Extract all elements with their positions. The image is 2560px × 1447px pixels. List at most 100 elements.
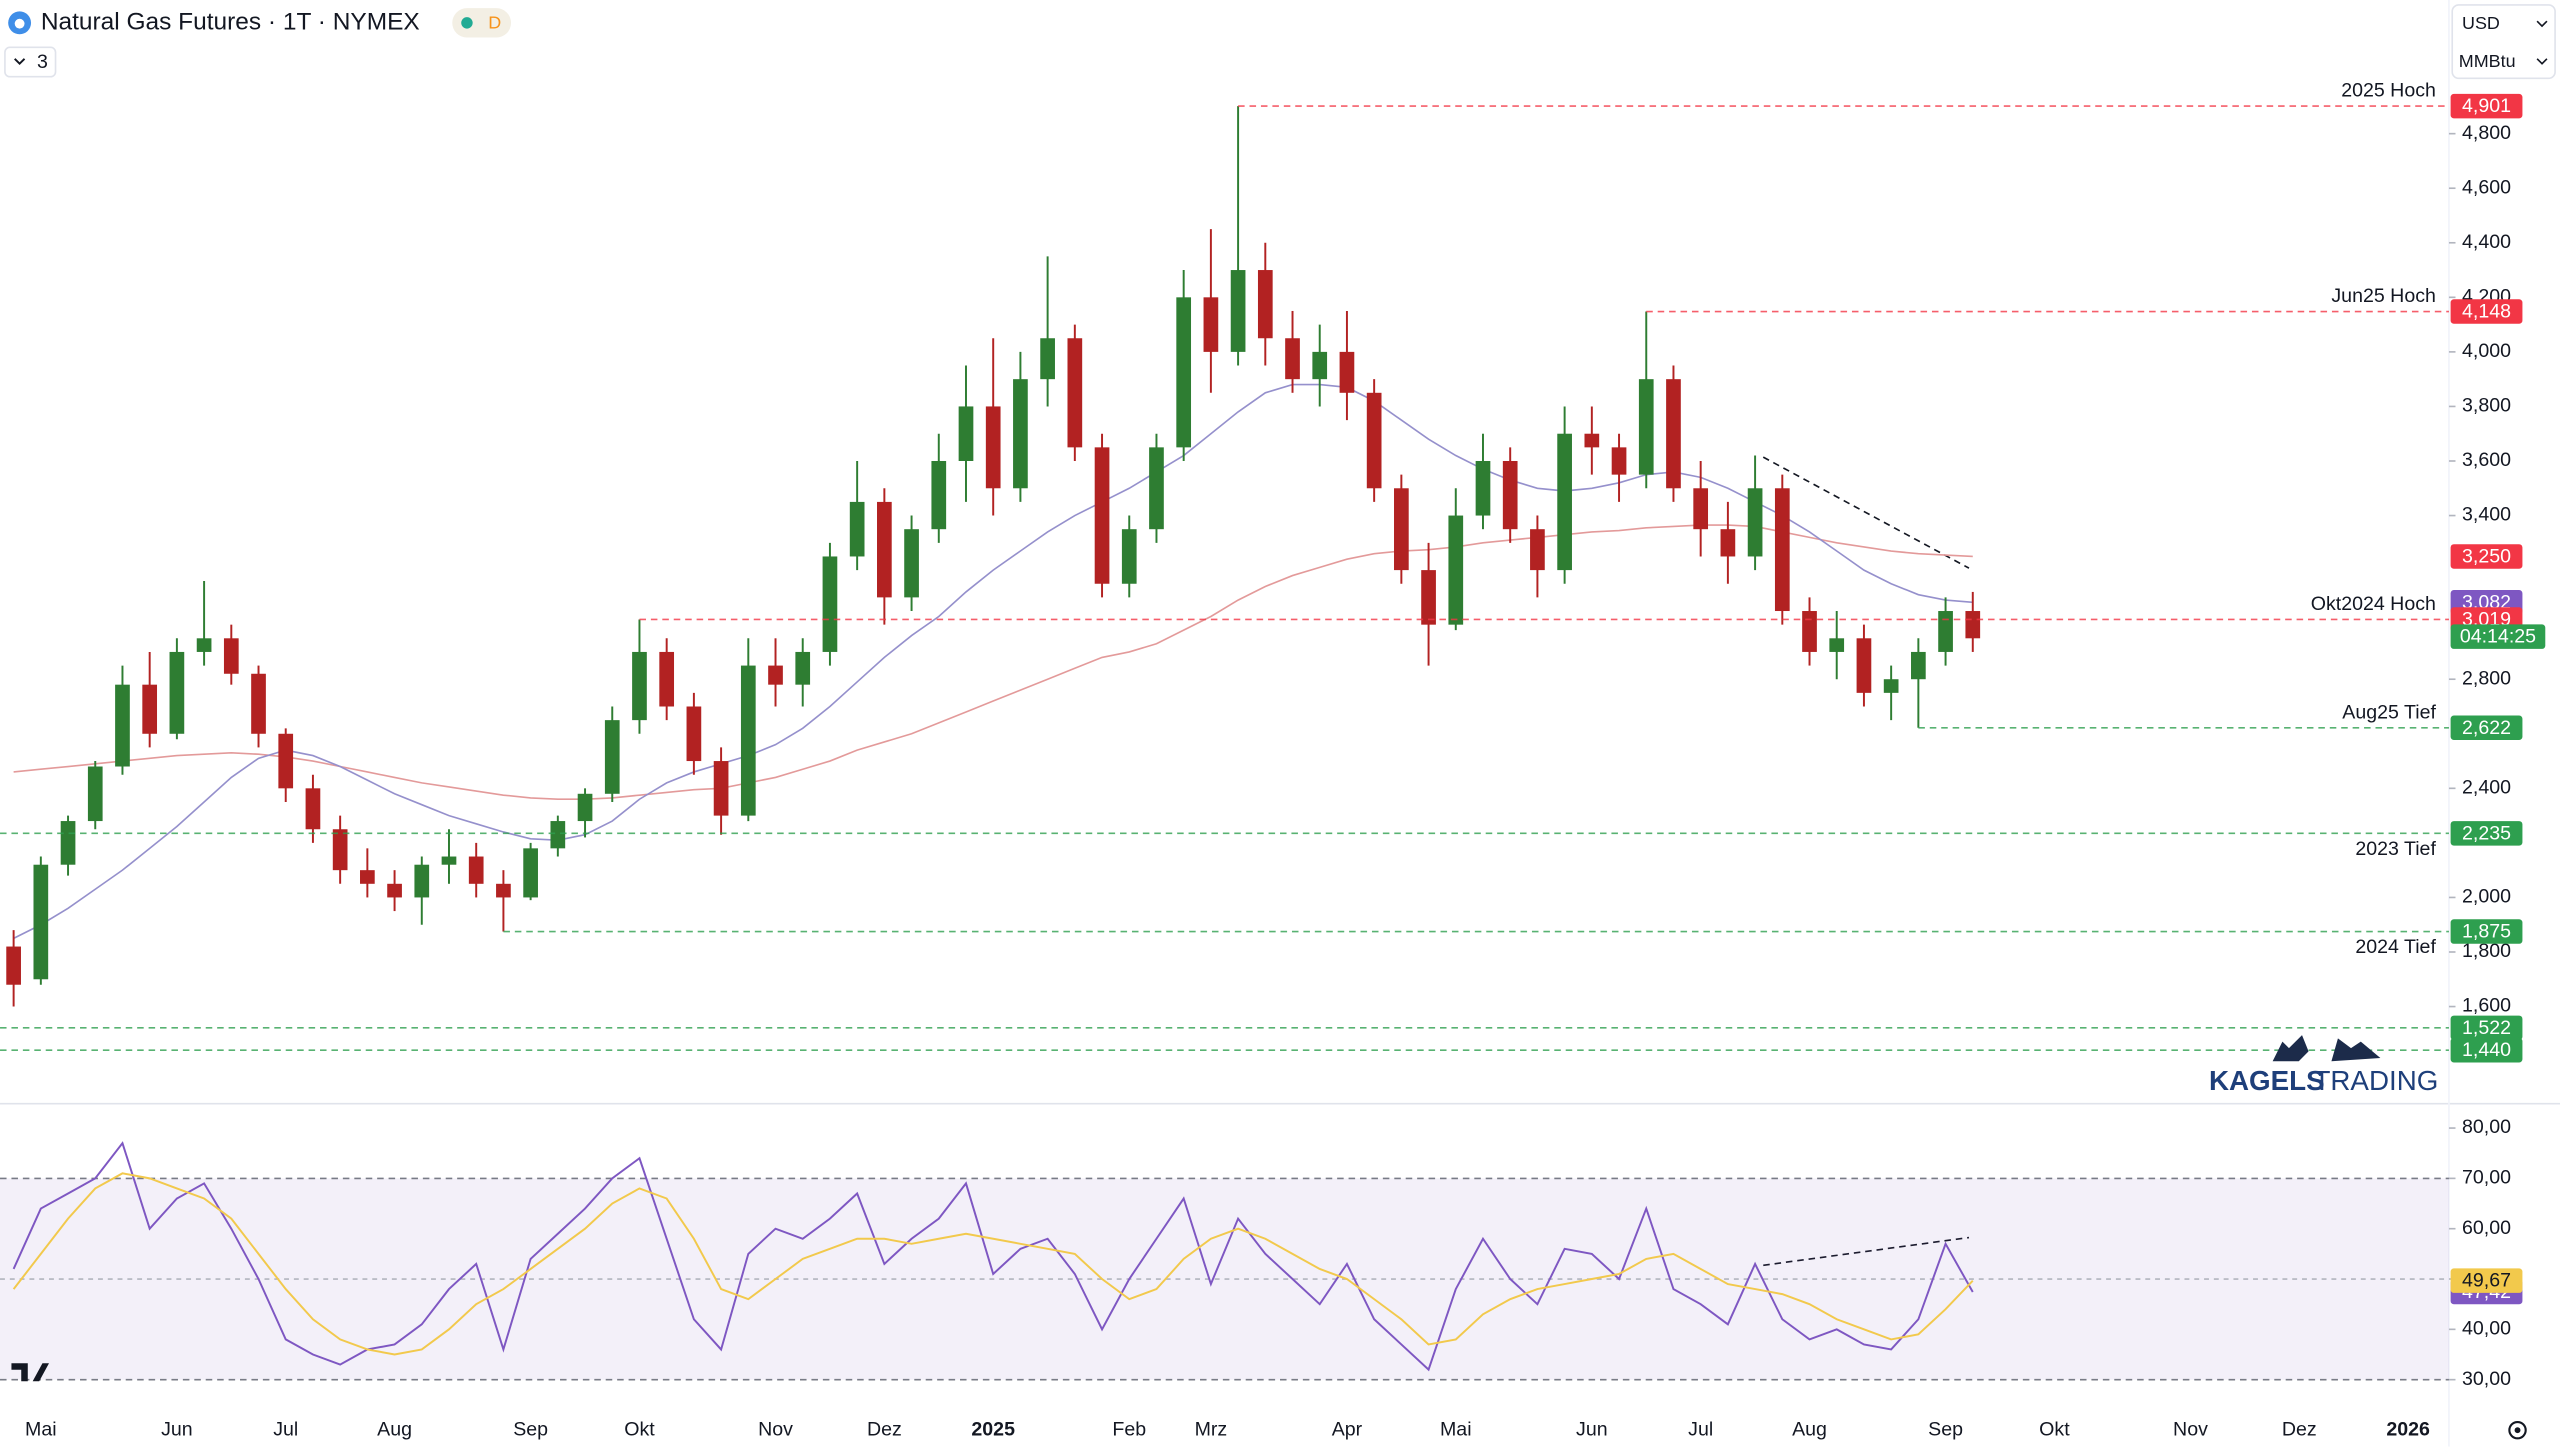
level-label: 1,440 xyxy=(2462,1039,2511,1061)
level-name: 2023 Tief xyxy=(2355,838,2436,860)
candle-body xyxy=(904,529,919,598)
indicator-toggle[interactable] xyxy=(4,46,57,78)
candle-body xyxy=(6,946,21,985)
candle-body xyxy=(1693,488,1709,530)
candle-body xyxy=(142,684,158,734)
trend-line xyxy=(1763,1236,1970,1267)
x-tick-label: Feb xyxy=(1112,1418,1146,1440)
candle-body xyxy=(115,684,130,767)
level-label-box xyxy=(2450,1015,2523,1041)
y-tick-label: 3,400 xyxy=(2462,504,2511,526)
unit-selector[interactable] xyxy=(2451,4,2556,80)
y-tick-label: 4,400 xyxy=(2462,231,2511,253)
x-tick-label: Jun xyxy=(1576,1418,1608,1440)
x-tick-label: Nov xyxy=(2173,1418,2208,1440)
level-label-box xyxy=(2450,93,2523,119)
countdown: 04:14:25 xyxy=(2460,626,2536,648)
candle-body xyxy=(1339,351,1355,393)
level-name: Aug25 Tief xyxy=(2342,701,2436,723)
tv-logo xyxy=(11,1363,49,1382)
level-label: 4,148 xyxy=(2462,301,2511,323)
candle-body xyxy=(1502,460,1518,530)
x-tick-label: Sep xyxy=(1928,1418,1963,1440)
y-tick-label: 2,800 xyxy=(2462,667,2511,689)
candle-body xyxy=(686,706,702,762)
candle-body xyxy=(740,665,756,816)
candle-body xyxy=(1230,270,1246,352)
level-label-box xyxy=(2450,1037,2523,1063)
candle-body xyxy=(1285,338,1300,380)
candle-body xyxy=(1366,392,1382,489)
chart-title[interactable]: Natural Gas Futures · 1T · NYMEX xyxy=(41,8,420,35)
indicator-count: 3 xyxy=(37,51,48,73)
logo-left: KAGELS xyxy=(2209,1065,2325,1096)
candle-body xyxy=(1911,651,1926,680)
candle-body xyxy=(632,651,647,721)
candle-body xyxy=(1067,338,1083,448)
candle-body xyxy=(604,720,620,794)
x-tick-label: Dez xyxy=(2282,1418,2317,1440)
y-tick-label: 60,00 xyxy=(2462,1217,2511,1239)
candle-body xyxy=(1394,488,1409,571)
plot-layer: 1,600 1,800 2,000 2,400 2,800 3,400 3,600 3,800… xyxy=(0,80,2546,1440)
level-name: 2025 Hoch xyxy=(2341,80,2436,102)
candle-body xyxy=(1203,297,1219,352)
status-dot xyxy=(461,17,473,29)
candle-body xyxy=(1312,351,1328,380)
settings-icon-core xyxy=(2514,1427,2521,1434)
y-tick-label: 3,600 xyxy=(2462,449,2511,471)
candle-body xyxy=(659,651,675,707)
candle-body xyxy=(985,406,1001,489)
candle-body xyxy=(1747,488,1763,557)
x-tick-label: Sep xyxy=(513,1418,548,1440)
candle-body xyxy=(795,651,811,685)
level-label-box xyxy=(2450,821,2523,846)
level-label: 2,622 xyxy=(2462,717,2511,739)
x-tick-label: Jul xyxy=(1688,1418,1713,1440)
candle-body xyxy=(387,883,402,898)
candle-body xyxy=(958,406,974,461)
unit[interactable]: MMBtu xyxy=(2459,51,2516,71)
symbol-icon-inner xyxy=(14,18,25,29)
y-tick-label: 1,600 xyxy=(2462,995,2511,1017)
candle-body xyxy=(1666,379,1681,489)
series-line xyxy=(12,1141,1974,1372)
value-label-box xyxy=(2450,544,2523,569)
level-label-box xyxy=(2450,919,2523,944)
currency[interactable]: USD xyxy=(2462,13,2500,33)
level-name: Okt2024 Hoch xyxy=(2311,593,2436,615)
x-tick-label: Aug xyxy=(377,1418,412,1440)
series-line xyxy=(12,1172,1974,1356)
candle-body xyxy=(251,673,266,734)
level-label-box xyxy=(2450,299,2523,324)
level-label: 1,522 xyxy=(2462,1017,2511,1039)
chevron xyxy=(14,58,26,66)
y-tick-label: 4,000 xyxy=(2462,340,2511,362)
x-tick-label: Apr xyxy=(1332,1418,1363,1440)
level-label-box xyxy=(2450,715,2523,741)
x-tick-label: Okt xyxy=(624,1418,655,1440)
candle-body xyxy=(360,870,375,884)
candle-body xyxy=(1638,379,1654,475)
x-tick-label: 2026 xyxy=(2386,1418,2430,1440)
x-tick-label: Mai xyxy=(1440,1418,1472,1440)
candle-body xyxy=(550,821,566,849)
candle-body xyxy=(1013,379,1028,489)
y-tick-label: 30,00 xyxy=(2462,1368,2511,1390)
status-badge[interactable] xyxy=(452,8,512,38)
y-tick-label: 80,00 xyxy=(2462,1116,2511,1138)
settings-icon[interactable] xyxy=(2508,1420,2527,1440)
candle-body xyxy=(1040,338,1055,380)
candle-body xyxy=(1938,611,1953,652)
trend-line xyxy=(1762,456,1970,569)
candle-body xyxy=(223,638,239,674)
candle-body xyxy=(1584,433,1600,448)
countdown-box xyxy=(2450,624,2546,649)
candle-body xyxy=(1856,638,1872,693)
candle-body xyxy=(278,733,294,789)
candle-body xyxy=(1448,515,1464,625)
candle-body xyxy=(414,864,430,898)
level-label: 2,235 xyxy=(2462,822,2511,844)
